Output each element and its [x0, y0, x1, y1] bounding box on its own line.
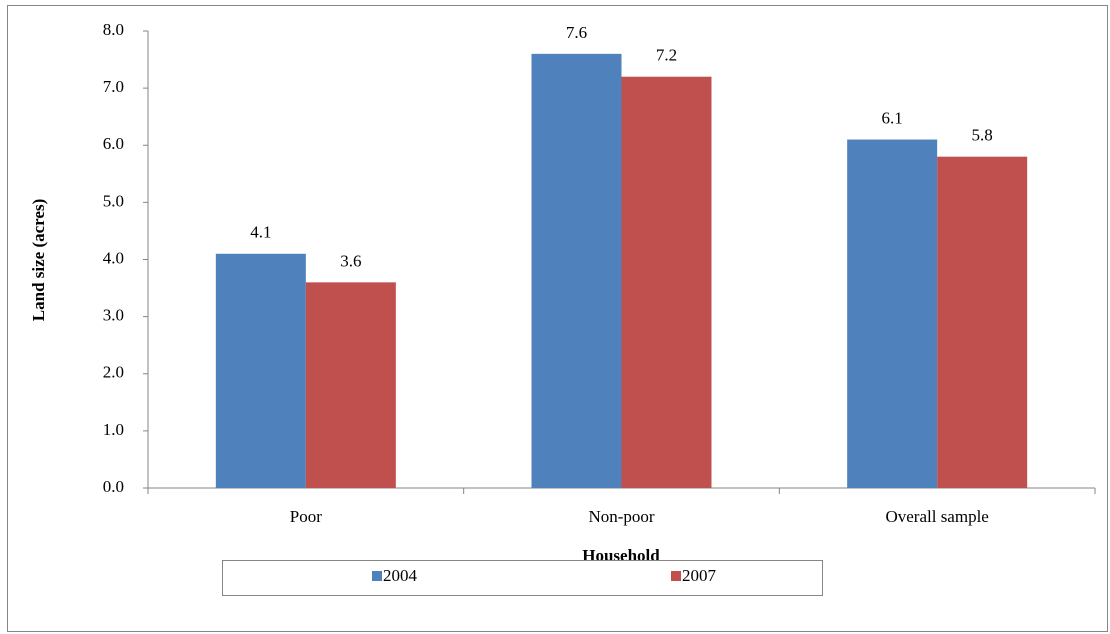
data-label: 4.1: [250, 223, 271, 242]
y-tick-label: 2.0: [103, 363, 124, 382]
y-tick-label: 0.0: [103, 477, 124, 496]
y-tick-label: 5.0: [103, 191, 124, 210]
y-tick-label: 1.0: [103, 420, 124, 439]
data-label: 6.1: [882, 108, 903, 127]
bar: [847, 139, 938, 488]
bar: [531, 53, 622, 488]
y-tick-label: 6.0: [103, 134, 124, 153]
bar: [937, 156, 1028, 489]
y-tick-label: 8.0: [103, 20, 124, 39]
legend-label: 2004: [383, 566, 418, 585]
legend-box: [222, 560, 823, 596]
bar: [305, 282, 396, 488]
y-tick-label: 7.0: [103, 77, 124, 96]
x-tick-label: Non-poor: [588, 507, 654, 526]
data-label: 7.6: [566, 23, 587, 42]
data-label: 5.8: [972, 126, 993, 145]
data-label: 7.2: [656, 46, 677, 65]
y-tick-label: 3.0: [103, 306, 124, 325]
data-label: 3.6: [340, 251, 361, 270]
legend-label: 2007: [682, 566, 717, 585]
y-tick-label: 4.0: [103, 248, 124, 267]
bar: [621, 76, 712, 488]
bar: [215, 253, 306, 488]
legend-swatch: [372, 571, 382, 581]
x-tick-label: Overall sample: [885, 507, 988, 526]
y-axis-title: Land size (acres): [29, 199, 48, 321]
legend-swatch: [671, 571, 681, 581]
x-tick-label: Poor: [290, 507, 322, 526]
